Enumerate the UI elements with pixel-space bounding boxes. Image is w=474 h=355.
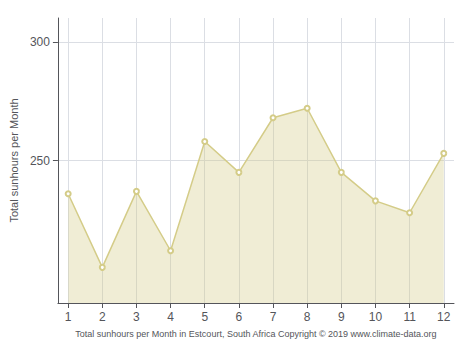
svg-text:5: 5 <box>201 310 208 324</box>
svg-text:250: 250 <box>30 154 50 168</box>
svg-text:2: 2 <box>99 310 106 324</box>
svg-text:6: 6 <box>236 310 243 324</box>
svg-text:Total sunhours per Month: Total sunhours per Month <box>8 98 20 222</box>
svg-text:12: 12 <box>437 310 451 324</box>
svg-text:9: 9 <box>338 310 345 324</box>
svg-text:Total sunhours per Month in Es: Total sunhours per Month in Estcourt, So… <box>75 329 436 339</box>
svg-text:11: 11 <box>403 310 416 324</box>
svg-text:10: 10 <box>369 310 383 324</box>
svg-text:300: 300 <box>30 35 50 49</box>
svg-text:8: 8 <box>304 310 311 324</box>
svg-text:7: 7 <box>270 310 277 324</box>
svg-text:3: 3 <box>133 310 140 324</box>
svg-text:4: 4 <box>167 310 174 324</box>
svg-text:1: 1 <box>65 310 72 324</box>
